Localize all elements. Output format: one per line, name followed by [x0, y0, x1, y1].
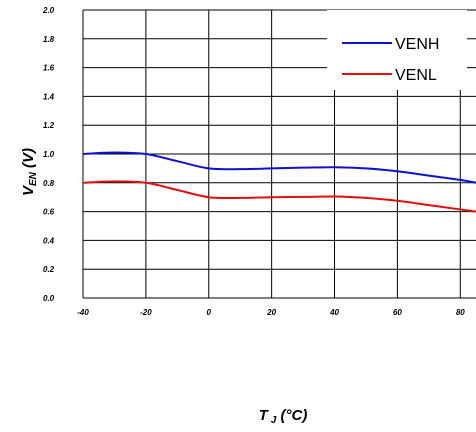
- x-tick-label: 60: [393, 308, 402, 317]
- y-axis-title-main: V: [20, 184, 37, 196]
- x-tick-label: 0: [207, 308, 212, 317]
- legend: VENH VENL: [327, 10, 467, 90]
- y-axis-title: VEN (V): [20, 148, 39, 196]
- tick-labels: 0.0 0.2 0.4 0.6 0.8 1.0 1.2 1.4 1.6 1.8 2.0 -40 -20 0…: [42, 6, 465, 317]
- y-tick-label: 0.4: [43, 236, 55, 245]
- legend-label-venl: VENL: [395, 67, 437, 84]
- x-axis-title-subscript: J: [271, 415, 277, 426]
- series-lines: [82, 151, 476, 213]
- y-tick-label: 0.0: [43, 294, 55, 303]
- series-line-venh: [82, 151, 476, 184]
- x-tick-label: 20: [266, 308, 276, 317]
- x-tick-label: 80: [456, 308, 465, 317]
- y-tick-label: 0.8: [43, 179, 55, 188]
- y-tick-label: 1.0: [43, 150, 55, 159]
- y-tick-label: 1.8: [43, 35, 55, 44]
- y-tick-label: 1.4: [43, 92, 55, 101]
- legend-background: [327, 10, 467, 90]
- y-axis-title-unit: (V): [20, 148, 37, 172]
- x-axis-title-unit: (°C): [276, 407, 307, 424]
- legend-label-venh: VENH: [395, 36, 439, 53]
- x-axis-title-main: T: [259, 407, 270, 424]
- y-axis-title-subscript: EN: [28, 171, 39, 186]
- series-line-venl: [82, 180, 476, 213]
- y-tick-label: 2.0: [42, 6, 55, 15]
- x-tick-label: 40: [329, 308, 339, 317]
- y-tick-label: 1.6: [43, 64, 55, 73]
- y-tick-label: 0.6: [43, 208, 55, 217]
- y-tick-label: 1.2: [43, 121, 55, 130]
- x-tick-label: -40: [77, 308, 89, 317]
- y-tick-label: 0.2: [43, 265, 55, 274]
- x-tick-label: -20: [140, 308, 152, 317]
